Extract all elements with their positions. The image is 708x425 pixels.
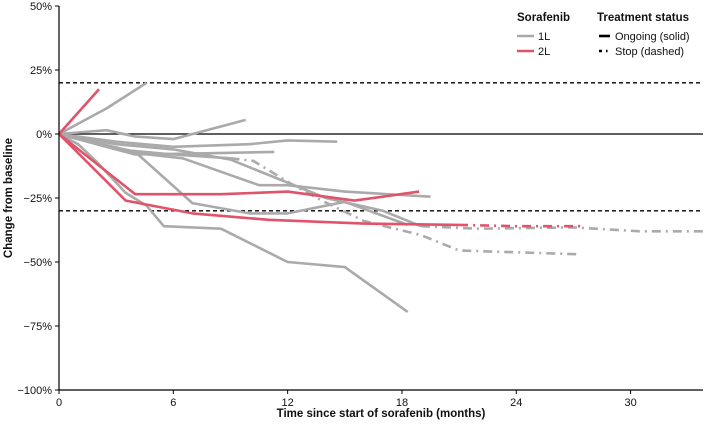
x-tick-label: 30	[624, 397, 636, 409]
series-line-2L-b-solid-0	[58, 132, 420, 202]
series-line-1L-i-solid-0	[58, 132, 422, 228]
x-tick-label: 24	[510, 397, 522, 409]
legend-status-title: Treatment status	[597, 12, 689, 24]
series-line-1L-h-dashdot-1	[230, 157, 580, 256]
series-1L-c	[58, 132, 338, 149]
y-tick-label: 25%	[30, 65, 52, 77]
series-line-1L-h-solid-0	[58, 132, 231, 160]
x-tick-label: 0	[56, 397, 62, 409]
y-tick-label: −100%	[17, 385, 52, 397]
y-axis-title: Change from baseline	[3, 138, 15, 258]
legend: Sorafenib 1L 2L Treatment status Ongoing…	[517, 12, 690, 58]
legend-2l-label: 2L	[538, 46, 550, 58]
x-ticks: 0 6 12 18 24 30	[56, 390, 637, 409]
series-2L-c	[58, 133, 583, 228]
y-tick-label: 0%	[36, 129, 52, 141]
series-line-1L-e-solid-0	[58, 132, 431, 198]
series-1L-e	[58, 132, 431, 198]
y-tick-label: 50%	[30, 1, 52, 13]
series-2L-a	[58, 88, 100, 135]
legend-1l-label: 1L	[538, 31, 550, 43]
series-layer	[58, 81, 703, 313]
series-line-1L-i-dashdot-1	[420, 224, 703, 233]
legend-ongoing-label: Ongoing (solid)	[615, 31, 690, 43]
series-line-1L-g-solid-0	[58, 132, 409, 313]
legend-group-title: Sorafenib	[517, 12, 570, 24]
series-2L-b	[58, 132, 420, 202]
legend-stop-label: Stop (dashed)	[615, 46, 684, 58]
series-line-1L-b-solid-0	[58, 118, 247, 141]
series-1L-i	[58, 132, 703, 233]
series-line-2L-c-dashdot-1	[459, 223, 583, 228]
y-tick-label: −75%	[24, 321, 53, 333]
series-1L-g	[58, 132, 409, 313]
series-1L-h	[58, 132, 580, 256]
x-tick-label: 12	[282, 397, 294, 409]
series-1L-b	[58, 118, 247, 141]
y-tick-label: −50%	[24, 257, 53, 269]
series-line-1L-a-solid-0	[58, 81, 148, 136]
series-line-1L-c-solid-0	[58, 132, 338, 149]
y-ticks: 50% 25% 0% −25% −50% −75% −100%	[17, 1, 59, 397]
x-axis-title: Time since start of sorafenib (months)	[277, 408, 486, 420]
series-line-2L-c-solid-0	[58, 133, 460, 227]
series-line-2L-a-solid-0	[58, 88, 100, 135]
series-1L-a	[58, 81, 148, 136]
y-tick-label: −25%	[24, 193, 53, 205]
x-tick-label: 6	[170, 397, 176, 409]
x-tick-label: 18	[396, 397, 408, 409]
